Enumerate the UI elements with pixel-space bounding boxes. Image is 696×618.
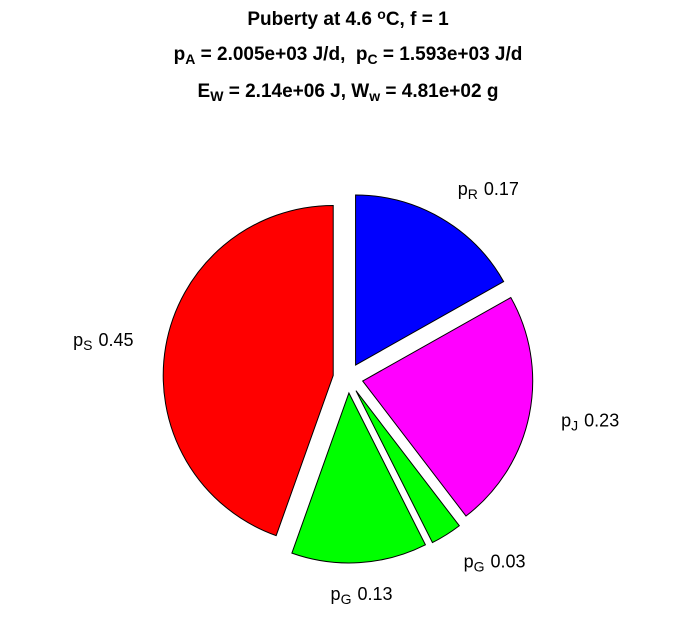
title-segment: C, f = 1 xyxy=(386,9,449,30)
title-segment: p xyxy=(174,44,186,65)
title-segment: = 1.593e+03 J/d xyxy=(378,44,523,65)
title-segment: C xyxy=(368,51,378,67)
title-segment: E xyxy=(198,81,211,102)
label-subscript: S xyxy=(83,337,92,353)
title-segment: Puberty at 4.6 xyxy=(247,9,377,30)
slice-label: pR 0.17 xyxy=(458,179,519,202)
pie-slice xyxy=(361,296,534,517)
label-value: 0.03 xyxy=(490,551,525,571)
label-symbol: p xyxy=(464,551,474,571)
label-symbol: p xyxy=(331,584,341,604)
label-symbol: p xyxy=(73,330,83,350)
pie-slice xyxy=(291,391,427,564)
title-segment: o xyxy=(377,6,386,22)
title-segment: = 4.81e+02 g xyxy=(380,81,498,102)
label-symbol: p xyxy=(561,410,571,430)
label-value: 0.45 xyxy=(99,330,134,350)
pie-slice xyxy=(162,204,334,537)
pie-slice xyxy=(355,194,505,366)
slice-label: pG 0.03 xyxy=(464,551,526,574)
label-subscript: J xyxy=(571,417,578,433)
label-value: 0.17 xyxy=(484,179,519,199)
slice-label: pG 0.13 xyxy=(331,584,393,607)
title-segment: A xyxy=(185,51,195,67)
label-subscript: G xyxy=(474,558,485,574)
pie-slice xyxy=(355,390,460,544)
slice-label: pS 0.45 xyxy=(73,330,133,353)
label-subscript: G xyxy=(341,591,352,607)
label-symbol: p xyxy=(458,179,468,199)
title-line: EW = 2.14e+06 J, Ww = 4.81e+02 g xyxy=(198,81,499,104)
title-segment: W xyxy=(210,88,224,104)
slice-label: pJ 0.23 xyxy=(561,410,619,433)
title-line: Puberty at 4.6 oC, f = 1 xyxy=(247,6,449,30)
title-segment: w xyxy=(368,88,380,104)
title-line: pA = 2.005e+03 J/d, pC = 1.593e+03 J/d xyxy=(174,44,523,67)
label-value: 0.13 xyxy=(357,584,392,604)
title-segment: = 2.005e+03 J/d, p xyxy=(195,44,367,65)
label-value: 0.23 xyxy=(584,410,619,430)
title-segment: = 2.14e+06 J, W xyxy=(223,81,369,102)
label-subscript: R xyxy=(468,186,478,202)
